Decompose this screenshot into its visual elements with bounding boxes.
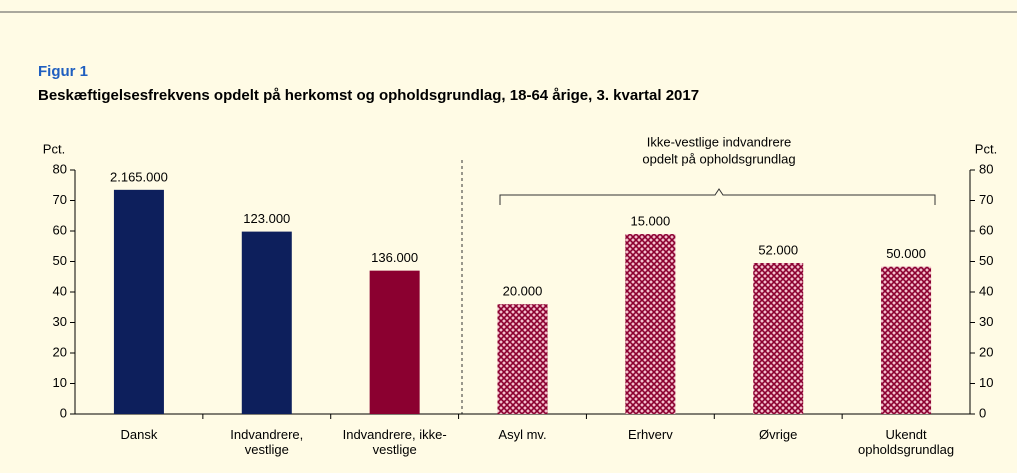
x-tick-label: Øvrige [759, 427, 798, 442]
bar [753, 263, 804, 414]
bar [881, 266, 932, 414]
y-tick-label: 0 [60, 405, 67, 420]
x-tick-label: Dansk [120, 427, 158, 442]
y-tick-label: 50 [53, 253, 67, 268]
group-bracket [499, 188, 936, 205]
y-tick-label: 20 [53, 344, 67, 359]
y2-tick-label: 0 [979, 405, 986, 420]
bar [625, 234, 676, 414]
y2-axis-label: Pct. [975, 141, 997, 156]
y2-tick-label: 70 [979, 192, 993, 207]
bar-annotation: 20.000 [503, 284, 543, 299]
figure-label: Figur 1 [38, 63, 88, 80]
x-tick-label: Asyl mv. [498, 427, 547, 442]
bar-annotation: 50.000 [886, 246, 926, 261]
group-label: Ikke-vestlige indvandrere [647, 134, 792, 149]
bar [369, 270, 420, 414]
y-tick-label: 70 [53, 192, 67, 207]
x-tick-label: Ukendt opholdsgrundlag [857, 427, 955, 457]
y-axis-label: Pct. [43, 141, 65, 156]
bar [497, 304, 548, 414]
chart-title: Beskæftigelsesfrekvens opdelt på herkoms… [38, 87, 699, 104]
x-tick-label: Indvandrere, ikke-vestlige [342, 427, 447, 457]
y-tick-label: 30 [53, 314, 67, 329]
group-label: opdelt på opholdsgrundlag [642, 151, 795, 166]
bar-annotation: 2.165.000 [110, 169, 168, 184]
y-tick-label: 40 [53, 283, 67, 298]
y2-tick-label: 80 [979, 161, 993, 176]
bar-annotation: 52.000 [758, 242, 798, 257]
bar-annotation: 136.000 [371, 250, 418, 265]
y2-tick-label: 20 [979, 344, 993, 359]
y2-tick-label: 10 [979, 375, 993, 390]
y-tick-label: 10 [53, 375, 67, 390]
bar [113, 189, 164, 414]
y2-tick-label: 50 [979, 253, 993, 268]
x-tick-label: Indvandrere, vestlige [230, 427, 304, 457]
bar-annotation: 123.000 [243, 211, 290, 226]
bar [241, 231, 292, 414]
y2-tick-label: 30 [979, 314, 993, 329]
bar-annotation: 15.000 [630, 213, 670, 228]
y2-tick-label: 60 [979, 222, 993, 237]
x-tick-label: Erhverv [627, 427, 673, 442]
y2-tick-label: 40 [979, 283, 993, 298]
y-tick-label: 60 [53, 222, 67, 237]
y-tick-label: 80 [53, 161, 67, 176]
